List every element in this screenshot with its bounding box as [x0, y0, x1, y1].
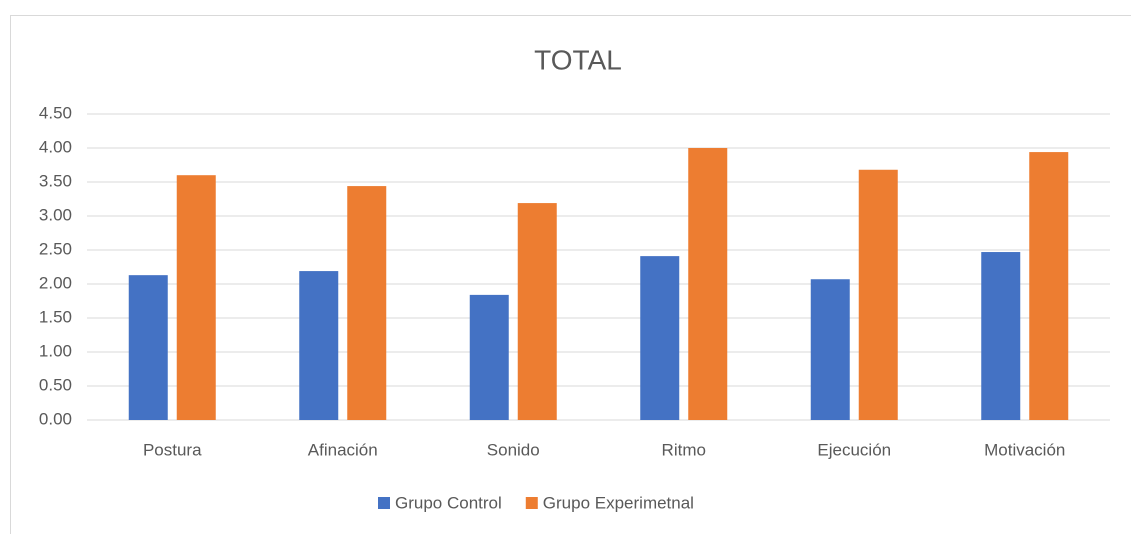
bar: [1029, 152, 1069, 420]
y-tick-label: 1.00: [39, 341, 72, 360]
y-tick-label: 4.00: [39, 137, 72, 156]
x-tick-label: Ejecución: [817, 440, 891, 459]
legend-label: Grupo Control: [395, 493, 502, 512]
bar: [176, 175, 216, 420]
y-tick-label: 2.00: [39, 273, 72, 292]
bar: [517, 203, 557, 420]
bar: [347, 186, 387, 420]
bar: [128, 275, 168, 420]
bar: [299, 271, 339, 420]
bar: [981, 252, 1021, 420]
x-tick-label: Ritmo: [662, 440, 706, 459]
x-tick-label: Postura: [143, 440, 202, 459]
y-tick-label: 0.50: [39, 375, 72, 394]
x-tick-label: Motivación: [984, 440, 1065, 459]
bar: [469, 294, 509, 420]
bar: [688, 148, 728, 420]
bar: [640, 256, 680, 420]
legend-swatch: [378, 497, 390, 509]
legend-label: Grupo Experimetnal: [543, 493, 694, 512]
y-tick-label: 4.50: [39, 103, 72, 122]
y-tick-label: 0.00: [39, 409, 72, 428]
y-tick-label: 2.50: [39, 239, 72, 258]
chart-title: TOTAL: [534, 44, 622, 75]
bar: [810, 279, 850, 420]
y-tick-label: 3.00: [39, 205, 72, 224]
bar: [858, 169, 898, 420]
y-tick-label: 3.50: [39, 171, 72, 190]
legend-swatch: [525, 497, 538, 509]
x-tick-label: Afinación: [308, 440, 378, 459]
y-tick-label: 1.50: [39, 307, 72, 326]
x-tick-label: Sonido: [487, 440, 540, 459]
